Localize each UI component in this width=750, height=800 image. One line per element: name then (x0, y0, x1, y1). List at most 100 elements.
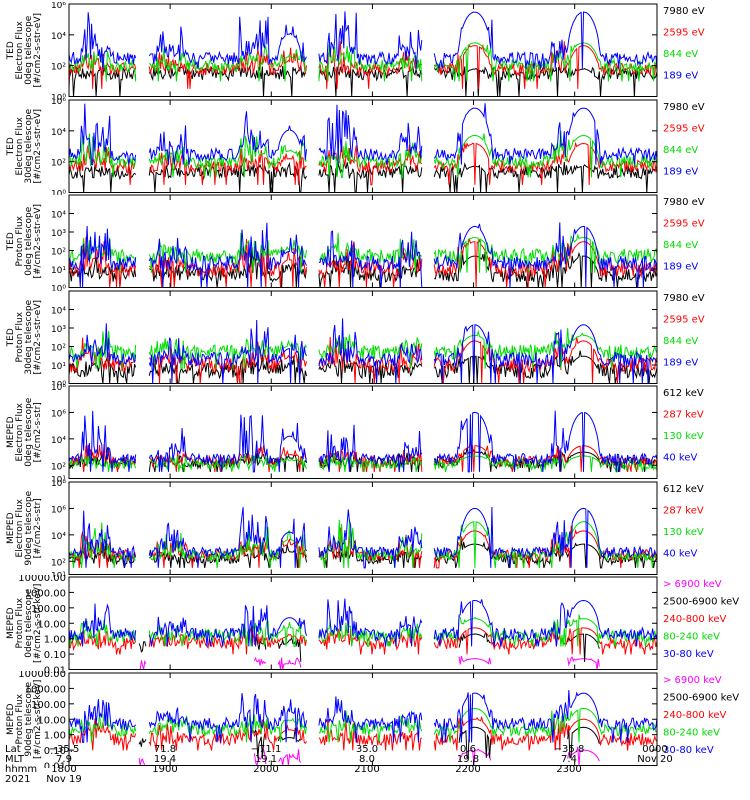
y-tick-label: 10² (51, 158, 66, 168)
series-line-blue (69, 317, 657, 383)
y-tick-label: 10⁸ (51, 480, 66, 489)
legend-entry: 189 eV (663, 71, 698, 82)
y-tick-label: 10⁰ (51, 380, 66, 386)
legend-entry: 2595 eV (663, 123, 705, 134)
y-axis-title: Electron Flux (15, 116, 25, 175)
y-axis-title: 0deg telescope (24, 588, 34, 658)
legend-entry: 2500-6900 keV (663, 692, 739, 703)
time-value: 2300 (556, 764, 582, 775)
lat-value: −71.1 (250, 744, 282, 755)
series-line-green (69, 327, 657, 369)
series-line-blue (69, 222, 657, 288)
y-tick-label: 0.10 (44, 650, 66, 661)
time-value: 2000 (253, 764, 279, 775)
y-axis-title: MEPED (6, 607, 16, 639)
y-axis-title: 0deg telescope (24, 15, 34, 85)
tick-col-4: 0.6 19.8 2200 (433, 745, 503, 775)
y-tick-label: 10¹ (51, 571, 66, 577)
y-tick-label: 10² (51, 343, 66, 353)
panel-0: 10⁰ 10² 10⁴ 10⁶ TED Electron Flux 0deg telesco… (6, 2, 705, 100)
y-axis-title: 90deg telescope (24, 490, 34, 565)
legend-entry: 80-240 keV (663, 727, 720, 738)
series-line-black (69, 161, 657, 192)
panel-7: 0.01 0.10 1.00 10.00 100.00 1000.00 10000.00 ME… (6, 671, 739, 769)
lat-value: −35.8 (553, 744, 585, 755)
tick-col-2: −71.1 19.1 2000 (231, 745, 301, 775)
time-value: 2100 (354, 764, 380, 775)
legend-entry: 2500-6900 keV (663, 596, 739, 607)
legend-entry: 40 keV (663, 453, 697, 464)
y-tick-label: 10⁰ (51, 189, 66, 195)
series-line-black (138, 726, 600, 758)
y-tick-label: 10² (51, 248, 66, 258)
date-value: Nov 20 (637, 754, 673, 765)
legend-entry: 2595 eV (663, 219, 705, 230)
y-tick-label: 10⁰ (51, 94, 66, 100)
legend-entry: 7980 eV (663, 293, 705, 304)
legend-entry: 844 eV (663, 49, 698, 60)
tick-col-1: 71.8 19.4 1900 (130, 745, 200, 775)
panel-5: 10¹ 10² 10⁴ 10⁶ 10⁸ MEPED Electron Flux 90deg t… (6, 480, 704, 578)
time-value: 1900 (152, 764, 178, 775)
y-tick-label: 10⁶ (51, 98, 66, 107)
y-tick-label: 10⁶ (51, 409, 66, 419)
series-line-blue (69, 11, 657, 69)
panel-6: 0.01 0.10 1.00 10.00 100.00 1000.00 10000.00 ME… (6, 575, 739, 673)
y-tick-label: 100.00 (31, 699, 66, 710)
y-tick-label: 10000.00 (18, 575, 66, 584)
tick-col-6: 0000 Nov 20 (620, 745, 690, 765)
plot-frame (68, 99, 658, 193)
plot-frame (68, 576, 658, 670)
y-axis-title: [#/cm2-s-str-eV] (33, 204, 43, 279)
panel-1: 10⁰ 10² 10⁴ 10⁶ TED Electron Flux 30deg telesc… (6, 98, 705, 196)
y-tick-label: 10⁴ (51, 531, 66, 541)
tick-col-5: −35.8 7.4 2300 (534, 745, 604, 775)
series-line-green (69, 130, 657, 178)
y-axis-title: Proton Flux (15, 597, 25, 648)
y-axis-title: 30deg telescope (24, 299, 34, 374)
series-line-red (69, 138, 657, 185)
y-axis-title: 30deg telescope (24, 108, 34, 183)
y-tick-label: 1.00 (44, 635, 66, 646)
legend-entry: > 6900 keV (663, 675, 722, 686)
y-tick-label: 10¹ (51, 362, 66, 372)
row-label-mlt: MLT (5, 754, 24, 765)
legend-entry: 844 eV (663, 145, 698, 156)
y-axis-title: MEPED (6, 703, 16, 735)
legend-entry: 287 keV (663, 505, 704, 516)
series-line-black (69, 350, 657, 383)
legend-entry: 612 keV (663, 388, 704, 399)
series-line-red (69, 237, 657, 288)
tick-col-0: −35.5 7.9 1800 Nov 19 (29, 745, 99, 785)
y-axis-title: TED (6, 41, 16, 60)
y-axis-title: [#/cm2-s-str-eV] (33, 108, 43, 183)
y-tick-label: 10.00 (37, 619, 66, 630)
y-tick-label: 10000.00 (18, 671, 66, 680)
y-tick-label: 0.01 (44, 761, 66, 768)
legend-entry: 612 keV (663, 484, 704, 495)
y-axis-title: Proton Flux (15, 215, 25, 266)
row-label-year: 2021 (5, 774, 31, 785)
legend-entry: 130 keV (663, 527, 704, 538)
mlt-value: 8.0 (359, 754, 375, 765)
y-axis-title: [#/cm2-s-str-keV] (33, 584, 43, 663)
y-tick-label: 10⁶ (51, 505, 66, 515)
y-tick-label: 0.01 (44, 666, 66, 673)
mlt-value: 7.9 (56, 754, 72, 765)
tick-col-3: 35.0 8.0 2100 (332, 745, 402, 775)
legend-entry: 287 keV (663, 410, 704, 421)
y-axis-title: Electron Flux (15, 20, 25, 79)
legend-entry: > 6900 keV (663, 579, 722, 590)
series-line-red (69, 625, 657, 655)
lat-value: 0.6 (460, 744, 476, 755)
y-tick-label: 0.10 (44, 746, 66, 757)
series-line-blue (69, 102, 657, 165)
mlt-value: 7.4 (561, 754, 577, 765)
y-tick-label: 10⁴ (51, 32, 66, 42)
y-axis-title: [#/cm2-s-str-eV] (33, 13, 43, 88)
y-tick-label: 10³ (51, 325, 66, 335)
series-line-black (69, 249, 657, 288)
y-tick-label: 10⁴ (51, 306, 66, 316)
lat-value: 71.8 (153, 744, 177, 755)
y-tick-label: 10⁰ (51, 285, 66, 291)
